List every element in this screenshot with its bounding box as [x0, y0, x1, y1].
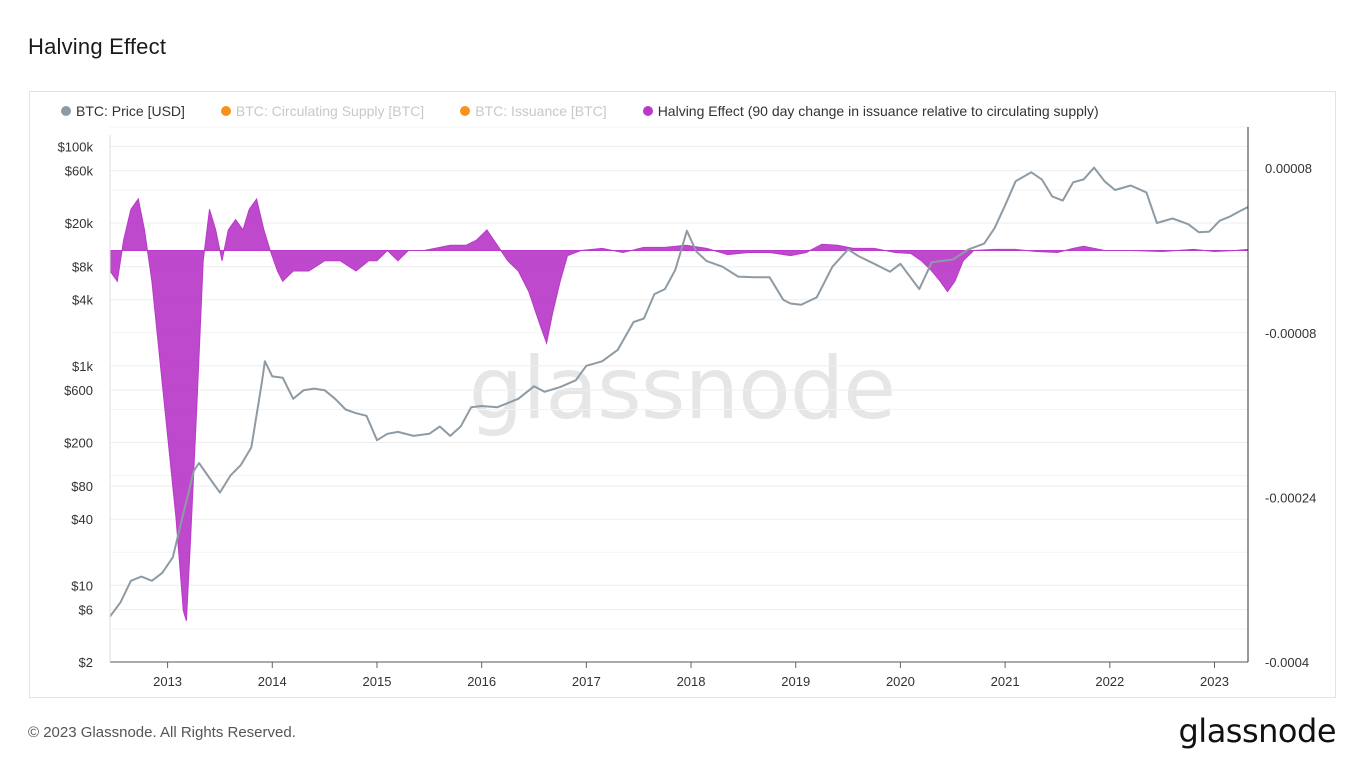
x-tick-label: 2021: [991, 674, 1020, 689]
legend-label: BTC: Price [USD]: [76, 103, 185, 119]
y-left-tick-label: $20k: [65, 216, 94, 231]
y-left-tick-label: $80: [71, 479, 93, 494]
y-left-tick-label: $10: [71, 578, 93, 593]
watermark: glassnode: [469, 339, 895, 439]
y-left-tick-label: $200: [64, 436, 93, 451]
page-title: Halving Effect: [28, 34, 167, 59]
halving-effect-series: [109, 197, 1249, 621]
y-right-tick-label: -0.00024: [1265, 490, 1316, 505]
legend-item-halving-effect[interactable]: Halving Effect (90 day change in issuanc…: [642, 103, 1099, 119]
legend-label: BTC: Circulating Supply [BTC]: [235, 103, 425, 119]
legend-label: Halving Effect (90 day change in issuanc…: [657, 103, 1099, 119]
price-line: [109, 166, 1249, 618]
legend-dot-icon: [220, 106, 231, 116]
y-right-tick-label: 0.00008: [1265, 161, 1312, 176]
x-tick-label: 2018: [677, 674, 706, 689]
legend-dot-icon: [61, 106, 71, 116]
axes: $100k $60k $20k $8k $4k $1k $600 $200 $80 $40 $10 $…: [58, 127, 1316, 689]
legend-item-btc-price[interactable]: BTC: Price [USD]: [61, 103, 185, 119]
y-left-tick-label: $6: [79, 603, 93, 618]
y-left-tick-label: $4k: [72, 293, 93, 308]
x-tick-label: 2013: [153, 674, 182, 689]
glassnode-logo: glassnode: [1178, 712, 1336, 750]
x-tick-label: 2023: [1200, 674, 1229, 689]
y-left-tick-label: $1k: [72, 359, 93, 374]
y-left-tick-label: $600: [64, 383, 93, 398]
x-tick-label: 2015: [363, 674, 392, 689]
y-left-tick-label: $2: [79, 655, 93, 670]
x-tick-label: 2020: [886, 674, 915, 689]
halving-effect-area: [109, 197, 1249, 621]
price-series: [109, 166, 1249, 618]
legend-dot-icon: [460, 106, 471, 116]
y-left-tick-label: $40: [71, 512, 93, 527]
y-left-tick-label: $8k: [72, 260, 93, 275]
chart-legend: BTC: Price [USD] BTC: Circulating Supply…: [61, 103, 1135, 119]
y-left-tick-label: $100k: [58, 139, 94, 154]
x-tick-label: 2022: [1095, 674, 1124, 689]
x-tick-label: 2016: [467, 674, 496, 689]
legend-dot-icon: [642, 106, 653, 116]
y-right-tick-label: -0.0004: [1265, 655, 1309, 670]
legend-label: BTC: Issuance [BTC]: [475, 103, 607, 119]
x-tick-label: 2017: [572, 674, 601, 689]
y-right-tick-label: -0.00008: [1265, 326, 1316, 341]
chart-panel: [29, 91, 1336, 698]
x-tick-label: 2014: [258, 674, 287, 689]
legend-item-circulating-supply[interactable]: BTC: Circulating Supply [BTC]: [220, 103, 425, 119]
x-tick-label: 2019: [781, 674, 810, 689]
footer-copyright: © 2023 Glassnode. All Rights Reserved.: [28, 724, 296, 741]
y-left-tick-label: $60k: [65, 164, 94, 179]
legend-item-issuance[interactable]: BTC: Issuance [BTC]: [460, 103, 607, 119]
